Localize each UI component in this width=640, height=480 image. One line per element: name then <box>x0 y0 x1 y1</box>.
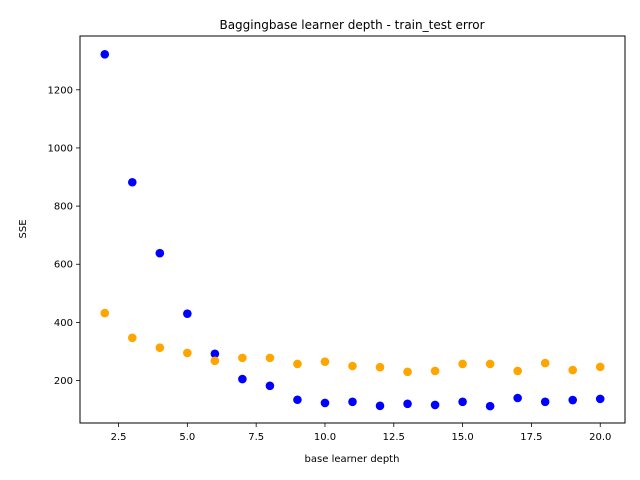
data-point-series-2 <box>403 367 412 377</box>
data-point-series-2 <box>595 362 605 372</box>
plot-frame <box>79 35 626 424</box>
data-point-series-2 <box>183 348 192 358</box>
data-point-series-2 <box>430 366 440 376</box>
data-point-series-2 <box>375 362 385 372</box>
data-point-series-2 <box>513 366 522 376</box>
data-point-series-1 <box>403 399 412 409</box>
y-axis-ticks: 200 400 600 800 1000 1200 <box>48 85 80 387</box>
data-point-series-1 <box>595 394 605 404</box>
x-tick-label: 2.5 <box>111 432 127 443</box>
data-point-series-2 <box>348 361 357 371</box>
data-point-series-1 <box>210 349 220 359</box>
y-axis-label: SSE <box>18 219 29 238</box>
data-point-series-2 <box>293 359 302 369</box>
x-tick-label: 17.5 <box>520 432 542 443</box>
data-point-series-1 <box>375 401 385 411</box>
data-point-series-2 <box>155 343 165 352</box>
plot-points <box>100 50 605 411</box>
data-point-series-1 <box>430 400 440 410</box>
y-tick-label: 1200 <box>48 85 73 96</box>
y-tick-label: 800 <box>54 202 73 213</box>
data-point-series-1 <box>183 309 192 318</box>
data-point-series-2 <box>320 357 330 366</box>
data-point-series-2 <box>540 358 550 368</box>
y-tick-label: 200 <box>54 376 73 387</box>
data-point-series-2 <box>100 308 110 318</box>
data-point-series-1 <box>100 50 110 59</box>
data-point-series-2 <box>238 353 247 363</box>
x-tick-label: 5.0 <box>179 432 195 443</box>
data-point-series-1 <box>238 374 247 384</box>
data-point-series-2 <box>568 365 578 375</box>
data-point-series-1 <box>568 395 578 405</box>
data-point-series-1 <box>155 248 165 258</box>
x-tick-label: 15.0 <box>451 432 473 443</box>
x-axis-label: base learner depth <box>305 454 400 465</box>
data-point-series-2 <box>210 356 220 366</box>
y-tick-label: 600 <box>54 260 73 271</box>
data-point-series-1 <box>320 398 330 408</box>
data-point-series-1 <box>540 397 550 407</box>
data-point-series-1 <box>485 401 495 411</box>
x-tick-label: 12.5 <box>383 432 405 443</box>
x-tick-label: 20.0 <box>589 432 611 443</box>
data-point-series-1 <box>458 397 467 407</box>
data-point-series-1 <box>348 397 357 407</box>
x-tick-label: 7.5 <box>248 432 264 443</box>
data-point-series-1 <box>293 395 302 405</box>
data-point-series-1 <box>265 381 275 391</box>
data-point-series-1 <box>513 393 522 403</box>
chart-title: Baggingbase learner depth - train_test e… <box>219 18 484 32</box>
x-axis-ticks: 2.5 5.0 7.5 10.0 12.5 15.0 17.5 20.0 <box>111 423 611 443</box>
data-point-series-2 <box>127 333 137 343</box>
data-point-series-1 <box>127 177 137 187</box>
data-point-series-2 <box>458 359 467 369</box>
x-tick-label: 10.0 <box>314 432 336 443</box>
data-point-series-2 <box>265 353 275 363</box>
y-tick-label: 1000 <box>48 143 73 154</box>
y-tick-label: 400 <box>54 318 73 329</box>
data-point-series-2 <box>485 359 495 369</box>
